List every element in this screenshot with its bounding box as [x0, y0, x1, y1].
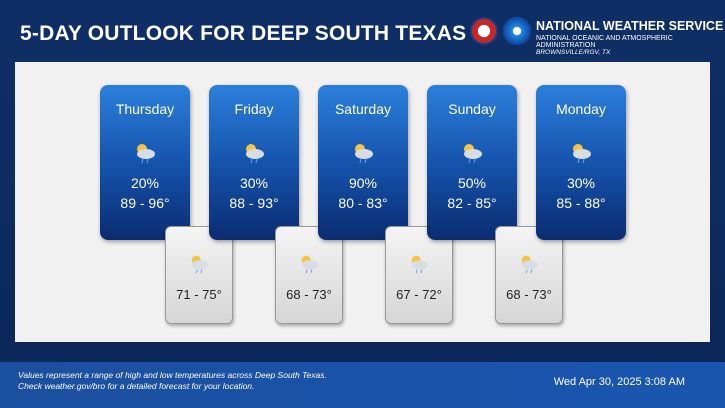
day-name: Monday: [556, 101, 606, 117]
day-name: Sunday: [448, 101, 496, 117]
weather-icon: [301, 255, 319, 274]
agency-block: NATIONAL WEATHER SERVICE NATIONAL OCEANI…: [536, 19, 725, 56]
nws-logo: [470, 17, 498, 45]
temp-range: 85 - 88°: [556, 195, 606, 211]
day-card: Friday 30% 88 - 93°: [209, 85, 299, 240]
day-name: Thursday: [115, 101, 175, 117]
weather-icon: [573, 144, 591, 164]
footer-note: Values represent a range of high and low…: [18, 370, 327, 392]
day-card: Thursday 20% 89 - 96°: [100, 85, 190, 240]
weather-icon: [246, 144, 264, 164]
precip-chance: 50%: [457, 175, 487, 191]
weather-icon: [411, 255, 429, 274]
office: BROWNSVILLE/RGV, TX: [536, 49, 611, 56]
noaa-logo: [503, 17, 531, 45]
subagency: NATIONAL OCEANIC AND ATMOSPHERIC ADMINIS…: [536, 35, 673, 49]
night-card: 68 - 73°: [495, 226, 563, 324]
footer: Values represent a range of high and low…: [0, 362, 725, 408]
day-card: Sunday 50% 82 - 85°: [427, 85, 517, 240]
night-card: 71 - 75°: [165, 226, 233, 324]
day-name: Saturday: [334, 101, 392, 117]
night-card: 67 - 72°: [385, 226, 453, 324]
day-card: Saturday 90% 80 - 83°: [318, 85, 408, 240]
note-2: Check weather.gov/bro for a detailed for…: [18, 381, 255, 391]
weather-icon: [355, 144, 373, 164]
night-temp: 68 - 73°: [286, 287, 332, 302]
weather-icon: [521, 255, 539, 274]
precip-chance: 90%: [348, 175, 378, 191]
night-card: 68 - 73°: [275, 226, 343, 324]
night-temp: 68 - 73°: [506, 287, 552, 302]
day-card: Monday 30% 85 - 88°: [536, 85, 626, 240]
day-name: Friday: [234, 101, 274, 117]
precip-chance: 30%: [566, 175, 596, 191]
precip-chance: 20%: [130, 175, 160, 191]
temp-range: 89 - 96°: [120, 195, 170, 211]
night-temp: 67 - 72°: [396, 287, 442, 302]
weather-icon: [464, 144, 482, 164]
weather-icon: [191, 255, 209, 274]
temp-range: 80 - 83°: [338, 195, 388, 211]
temp-range: 88 - 93°: [229, 195, 279, 211]
temp-range: 82 - 85°: [447, 195, 497, 211]
night-temp: 71 - 75°: [176, 287, 222, 302]
agency: NATIONAL WEATHER SERVICE: [536, 19, 724, 33]
title: 5-DAY OUTLOOK FOR DEEP SOUTH TEXAS: [20, 22, 467, 45]
note-1: Values represent a range of high and low…: [18, 370, 327, 380]
timestamp: Wed Apr 30, 2025 3:08 AM: [553, 376, 685, 388]
precip-chance: 30%: [239, 175, 269, 191]
weather-icon: [137, 144, 155, 164]
